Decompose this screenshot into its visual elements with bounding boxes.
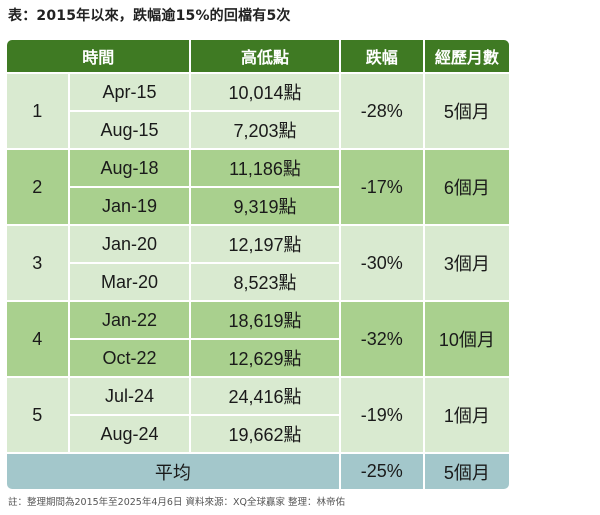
- row-number: 1: [7, 74, 68, 148]
- row-number: 3: [7, 226, 68, 300]
- months-value: 5個月: [424, 74, 509, 148]
- date-low: Oct-22: [69, 340, 190, 376]
- points-high: 12,197點: [191, 226, 339, 262]
- date-high: Jul-24: [69, 378, 190, 414]
- months-value: 10個月: [424, 302, 509, 376]
- table-row: Aug-15 7,203點: [7, 112, 509, 148]
- header-time: 時間: [7, 40, 190, 72]
- row-number: 5: [7, 378, 68, 452]
- months-value: 3個月: [424, 226, 509, 300]
- average-row: 平均 -25% 5個月: [7, 454, 509, 489]
- points-low: 9,319點: [191, 188, 339, 224]
- row-number: 4: [7, 302, 68, 376]
- date-low: Mar-20: [69, 264, 190, 300]
- table-row: 5 Jul-24 24,416點 -19% 1個月: [7, 378, 509, 452]
- average-drop: -25%: [340, 454, 423, 489]
- drop-value: -28%: [340, 74, 423, 148]
- table-row: 3 Jan-20 12,197點 -30% 3個月: [7, 226, 509, 300]
- table-row: Jan-19 9,319點: [7, 188, 509, 224]
- table-row: Mar-20 8,523點: [7, 264, 509, 300]
- table-row: Aug-24 19,662點: [7, 416, 509, 452]
- points-high: 11,186點: [191, 150, 339, 186]
- drop-value: -30%: [340, 226, 423, 300]
- points-low: 7,203點: [191, 112, 339, 148]
- table-row: 4 Jan-22 18,619點 -32% 10個月: [7, 302, 509, 376]
- months-value: 6個月: [424, 150, 509, 224]
- date-low: Aug-24: [69, 416, 190, 452]
- points-low: 12,629點: [191, 340, 339, 376]
- average-months: 5個月: [424, 454, 509, 489]
- source-note: 註：整理期間為2015年至2025年4月6日 資料來源：XQ全球贏家 整理：林帝…: [8, 497, 345, 508]
- header-row: 時間 高低點 跌幅 經歷月數: [7, 40, 509, 72]
- points-low: 8,523點: [191, 264, 339, 300]
- date-high: Jan-20: [69, 226, 190, 262]
- date-high: Jan-22: [69, 302, 190, 338]
- drop-value: -19%: [340, 378, 423, 452]
- table-row: Oct-22 12,629點: [7, 340, 509, 376]
- drop-value: -32%: [340, 302, 423, 376]
- table-title: 表：2015年以來，跌幅逾15%的回檔有5次: [8, 8, 291, 24]
- average-label: 平均: [7, 454, 339, 489]
- points-high: 18,619點: [191, 302, 339, 338]
- correction-table: 時間 高低點 跌幅 經歷月數 1 Apr-15 10,014點 -28% 5個月…: [7, 38, 511, 491]
- table-row: 2 Aug-18 11,186點 -17% 6個月: [7, 150, 509, 224]
- points-low: 19,662點: [191, 416, 339, 452]
- date-high: Apr-15: [69, 74, 190, 110]
- header-drop: 跌幅: [340, 40, 423, 72]
- drop-value: -17%: [340, 150, 423, 224]
- months-value: 1個月: [424, 378, 509, 452]
- date-high: Aug-18: [69, 150, 190, 186]
- date-low: Jan-19: [69, 188, 190, 224]
- header-points: 高低點: [191, 40, 339, 72]
- header-months: 經歷月數: [424, 40, 509, 72]
- date-low: Aug-15: [69, 112, 190, 148]
- points-high: 24,416點: [191, 378, 339, 414]
- points-high: 10,014點: [191, 74, 339, 110]
- table-row: 1 Apr-15 10,014點 -28% 5個月: [7, 74, 509, 148]
- row-number: 2: [7, 150, 68, 224]
